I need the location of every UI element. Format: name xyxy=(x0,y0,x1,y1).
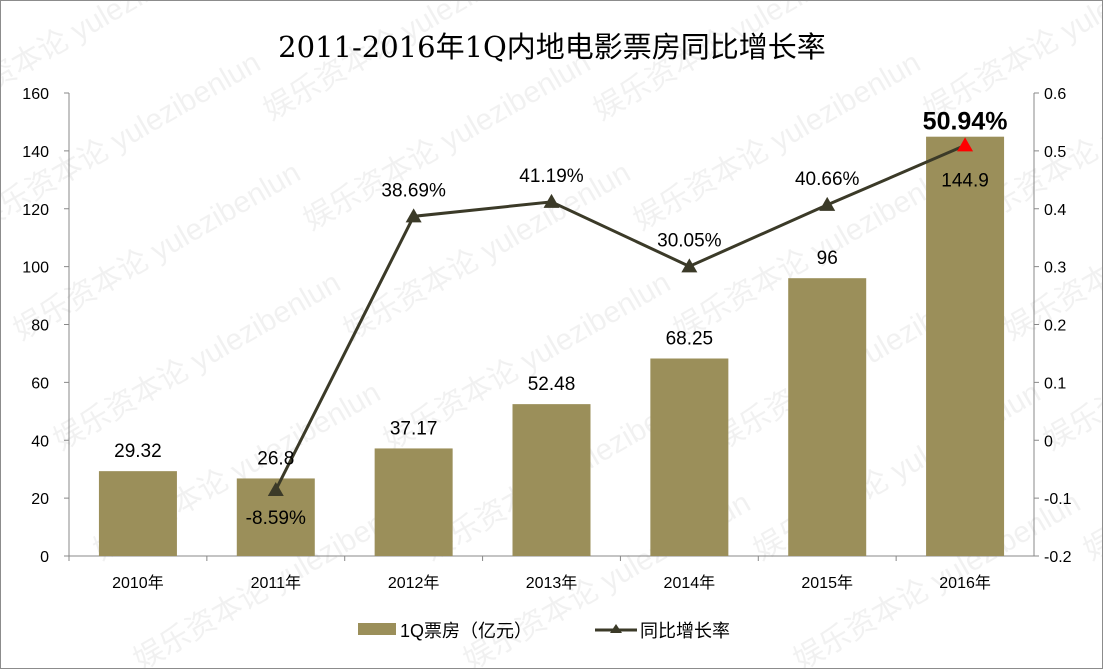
growth-value-label: 41.19% xyxy=(519,166,584,187)
growth-marker xyxy=(543,193,560,208)
x-tick-label: 2013年 xyxy=(526,574,578,592)
right-tick-label: 0.3 xyxy=(1044,260,1066,277)
bar-value-label: 68.25 xyxy=(666,329,714,350)
bar xyxy=(374,448,453,556)
bar-value-label: 37.17 xyxy=(390,418,438,439)
bar-value-label: 144.9 xyxy=(941,171,989,192)
right-tick-label: 0.4 xyxy=(1044,202,1066,219)
legend: 1Q票房（亿元） 同比增长率 xyxy=(358,621,730,641)
right-tick-label: 0.6 xyxy=(1044,86,1066,103)
growth-marker xyxy=(405,208,422,223)
growth-value-label: 38.69% xyxy=(381,180,446,201)
bar-value-label: 96 xyxy=(817,248,838,269)
right-tick-label: 0.1 xyxy=(1044,375,1066,392)
right-tick-label: 0.2 xyxy=(1044,318,1066,335)
left-tick-label: 120 xyxy=(22,202,49,219)
left-tick-label: 40 xyxy=(31,433,49,450)
bar xyxy=(98,471,177,556)
growth-value-label: 40.66% xyxy=(795,169,860,190)
left-tick-label: 0 xyxy=(40,549,49,566)
x-tick-label: 2015年 xyxy=(801,574,853,592)
growth-line xyxy=(274,144,966,491)
growth-value-label: 30.05% xyxy=(657,230,722,251)
left-tick-label: 60 xyxy=(31,375,49,392)
left-tick-label: 160 xyxy=(22,86,49,103)
growth-marker xyxy=(267,481,284,496)
legend-line-label: 同比增长率 xyxy=(640,621,730,641)
bar xyxy=(650,358,729,556)
growth-marker xyxy=(681,258,698,273)
x-tick-label: 2011年 xyxy=(251,574,301,592)
legend-bar-label: 1Q票房（亿元） xyxy=(400,621,532,641)
x-tick-label: 2014年 xyxy=(664,574,716,592)
right-tick-label: 0.5 xyxy=(1044,144,1066,161)
x-tick-label: 2016年 xyxy=(939,574,991,592)
growth-marker xyxy=(957,137,974,152)
bar-value-label: 52.48 xyxy=(528,374,576,395)
right-tick-label: 0 xyxy=(1044,433,1053,450)
left-tick-label: 20 xyxy=(31,491,49,508)
legend-triangle-marker xyxy=(610,624,622,633)
chart-title: 2011-2016年1Q内地电影票房同比增长率 xyxy=(278,30,826,64)
growth-value-label: 50.94% xyxy=(923,107,1008,135)
bar-value-label: 26.8 xyxy=(257,448,294,469)
bar xyxy=(926,136,1005,556)
x-tick-label: 2012年 xyxy=(388,574,440,592)
growth-value-label: -8.59% xyxy=(246,508,306,529)
right-tick-label: -0.2 xyxy=(1044,549,1072,566)
bar xyxy=(788,278,867,556)
x-tick-label: 2010年 xyxy=(112,574,164,592)
left-tick-label: 100 xyxy=(22,260,49,277)
right-tick-label: -0.1 xyxy=(1044,491,1072,508)
bar-value-label: 29.32 xyxy=(114,441,162,462)
left-tick-label: 140 xyxy=(22,144,49,161)
growth-marker xyxy=(819,196,836,211)
legend-bar-swatch xyxy=(358,623,396,635)
bar xyxy=(512,404,591,556)
left-tick-label: 80 xyxy=(31,318,49,335)
